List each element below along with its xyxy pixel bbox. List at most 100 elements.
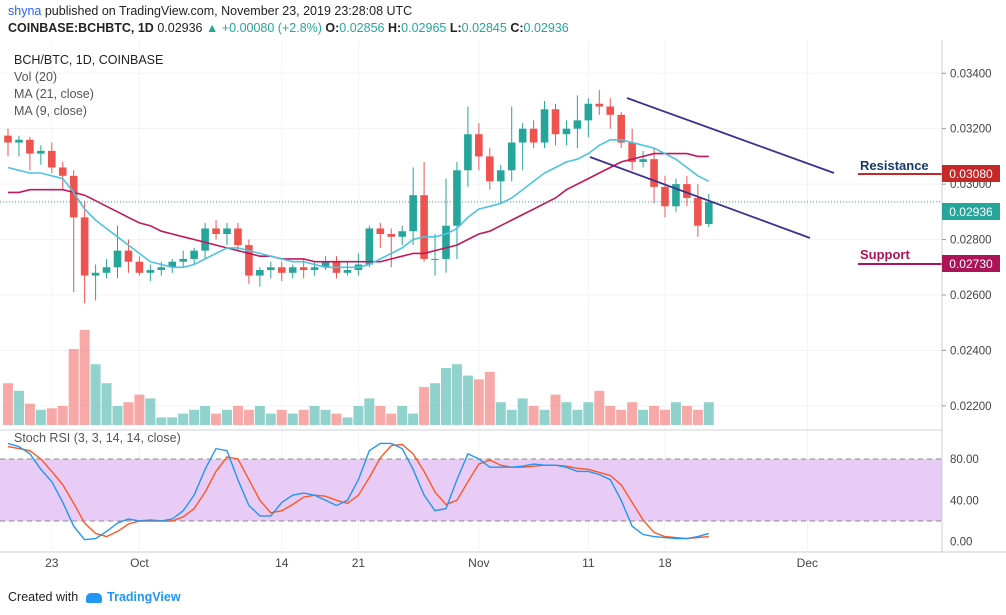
stoch-d-line [7,443,709,540]
last-price: 0.02936 [157,21,203,35]
volume-bar [484,371,495,425]
candle-body [496,170,505,182]
tradingview-brand[interactable]: TradingView [107,590,181,604]
volume-bar [627,402,638,425]
candle-body [157,267,166,271]
volume-bar [462,375,473,425]
candle-body [376,228,385,234]
volume-bar [331,413,342,425]
candle-body [146,270,155,273]
volume-bar [46,408,57,425]
created-with-text: Created with [8,590,79,604]
candle-body [4,135,12,143]
volume-bar [309,406,320,425]
stoch-rsi-lines [7,442,709,541]
price-tick-label: 0.02800 [950,235,992,247]
volume-bar [517,398,528,425]
upper-trendline [626,97,835,174]
candle-body [551,109,560,135]
candle-body [628,142,636,162]
candle-body [288,267,297,273]
candle-body [595,103,604,107]
volume-bar [681,406,692,425]
volume-bar [57,406,68,425]
volume-bar [419,387,430,425]
volume-bar [451,364,462,425]
candle-body [168,261,177,268]
price-tick-label: 0.02200 [950,401,992,413]
candle-body [80,217,89,276]
candle-body [124,250,133,262]
volume-bar [550,394,561,425]
candle-body [256,270,264,276]
volume-bar [397,406,408,425]
candle-body [245,245,253,276]
volume-bar [3,383,13,425]
symbol-label: COINBASE:BCHBTC, 1D [8,21,154,35]
candle-body [573,120,582,129]
price-tick-label: 0.02400 [950,345,992,357]
volume-bar [79,330,90,425]
volume-bar [594,390,605,425]
candle-body [179,258,187,262]
candle-body [48,150,56,168]
legend-ma21: MA (21, close) [14,87,94,101]
ohlc-header: COINBASE:BCHBTC, 1D 0.02936 ▲ +0.00080 (… [8,21,1006,35]
stoch-k-line [7,442,709,541]
candle-body [69,175,78,218]
time-tick-label: Nov [468,556,489,570]
stoch-rsi-band [0,429,942,522]
candle-body [453,170,461,226]
candle-body [475,134,483,157]
volume-bar [660,409,670,425]
candle-body [343,270,352,273]
low-label: L: [449,21,462,35]
support-label: Support [860,247,910,262]
volume-bar [572,409,583,425]
volume-bar [222,409,232,425]
close-label: C: [510,21,524,35]
candle-body [91,272,100,276]
candle-body [15,139,23,143]
volume-bar [386,413,397,425]
time-tick-label: Oct [130,556,149,570]
volume-bar [703,402,714,425]
candle-body [190,250,198,259]
tradingview-logo-icon [85,592,102,603]
publisher-name[interactable]: shyna [8,4,42,18]
volume-bar [539,409,550,425]
candle-body [135,261,144,273]
price-tick-label: 0.03400 [950,68,992,80]
candle-body [277,267,286,273]
volume-bar [605,406,616,425]
candle-body [267,267,275,271]
candle-body [650,159,658,187]
volume-bar [232,406,243,425]
volume-bar [211,413,222,425]
candle-body [310,267,319,271]
volume-bar [134,394,145,425]
volume-bar [638,409,649,425]
candle-body [661,186,669,207]
published-text: published on TradingView.com, November 2… [44,4,413,18]
last-price-text: 0.02936 [949,205,993,219]
candle-body [102,267,111,273]
volume-bar [200,406,211,425]
legend-title: BCH/BTC, 1D, COINBASE [14,53,163,67]
candle-body [58,167,67,176]
volume-bar [265,413,276,425]
volume-bar [112,406,123,425]
legend-ma9: MA (9, close) [14,104,87,118]
volume-bar [90,364,101,425]
volume-bar [24,403,35,425]
volume-bar [243,409,254,425]
candle-body [464,134,472,171]
candle-body [26,139,34,154]
volume-bar [561,402,572,425]
candle-body [387,234,396,237]
candle-body [486,156,494,182]
high-value: 0.02965 [401,21,447,35]
support-price-text: 0.02730 [949,257,993,271]
volume-bar [408,413,419,425]
